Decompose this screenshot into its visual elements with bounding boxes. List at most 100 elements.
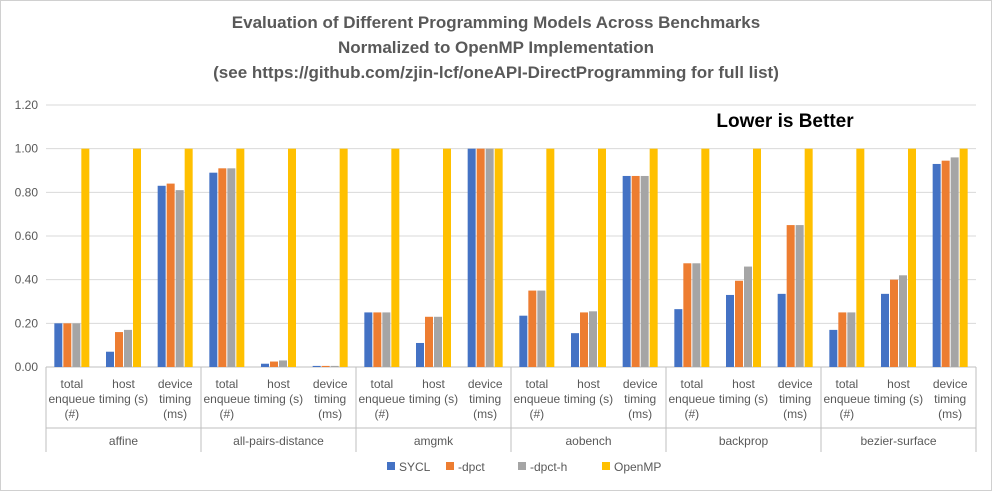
chart-title-line-2: Normalized to OpenMP Implementation — [338, 38, 654, 57]
bar-openmp — [959, 148, 968, 367]
bar-dpcth — [950, 157, 959, 367]
y-tick-label: 0.20 — [15, 316, 39, 330]
bar-openmp — [753, 148, 761, 367]
bar-dpcth — [537, 290, 546, 367]
x-category-label: (ms) — [783, 407, 807, 421]
x-category-label: total — [215, 377, 238, 391]
x-category-label: total — [835, 377, 858, 391]
bar-dpct — [890, 279, 898, 367]
bar-sycl — [726, 294, 734, 367]
x-category-label: (#) — [839, 407, 854, 421]
bar-dpcth — [72, 323, 81, 367]
bar-dpcth — [589, 311, 597, 367]
x-category-label: host — [887, 377, 910, 391]
bars — [54, 148, 968, 367]
bar-sycl — [364, 312, 373, 367]
bar-dpcth — [692, 263, 701, 367]
bar-sycl — [571, 333, 579, 367]
x-category-label: host — [422, 377, 445, 391]
x-category-label: (ms) — [628, 407, 652, 421]
x-category-label: host — [732, 377, 755, 391]
x-category-label: device — [468, 377, 503, 391]
bar-openmp — [804, 148, 813, 367]
bar-openmp — [598, 148, 606, 367]
bar-dpct — [270, 361, 278, 367]
bar-sycl — [209, 172, 218, 367]
gridlines — [46, 104, 976, 368]
x-category-label: (#) — [374, 407, 389, 421]
x-category-label: enqueue — [668, 392, 715, 406]
bar-dpcth — [330, 365, 339, 367]
legend-label: SYCL — [399, 460, 431, 474]
x-category-label: timing — [159, 392, 191, 406]
bar-openmp — [391, 148, 400, 367]
bar-dpcth — [847, 312, 856, 367]
bar-dpcth — [899, 275, 907, 367]
bar-openmp — [184, 148, 193, 367]
x-category-label: host — [577, 377, 600, 391]
x-group-label: bezier-surface — [860, 434, 936, 448]
x-category-label: (ms) — [163, 407, 187, 421]
y-tick-label: 1.00 — [15, 142, 39, 156]
legend-swatch — [387, 462, 395, 470]
bar-openmp — [494, 148, 503, 367]
x-group-label: backprop — [719, 434, 769, 448]
x-category-label: timing — [779, 392, 811, 406]
x-category-label: timing (s) — [99, 392, 148, 406]
bar-sycl — [674, 309, 683, 367]
x-category-label: timing (s) — [564, 392, 613, 406]
x-group-label: affine — [109, 434, 138, 448]
bar-openmp — [856, 148, 865, 367]
bar-dpct — [735, 280, 743, 367]
bar-dpct — [580, 312, 588, 367]
x-category-label: timing — [624, 392, 656, 406]
bar-sycl — [777, 293, 786, 367]
bar-sycl — [932, 163, 941, 367]
bar-dpcth — [434, 316, 442, 367]
bar-openmp — [236, 148, 245, 367]
x-category-label: timing — [469, 392, 501, 406]
x-category-label: (#) — [529, 407, 544, 421]
bar-openmp — [288, 148, 296, 367]
x-category-label: total — [60, 377, 83, 391]
x-group-label: aobench — [565, 434, 611, 448]
x-category-label: (ms) — [473, 407, 497, 421]
legend-label: -dpct — [458, 460, 485, 474]
x-category-label: (#) — [684, 407, 699, 421]
bar-openmp — [443, 148, 451, 367]
x-category-label: timing — [934, 392, 966, 406]
bar-dpct — [63, 323, 72, 367]
x-category-label: enqueue — [513, 392, 560, 406]
bar-dpct — [373, 312, 382, 367]
bar-sycl — [106, 351, 114, 367]
bar-dpcth — [124, 329, 132, 367]
legend-swatch — [518, 462, 526, 470]
bar-dpcth — [227, 168, 236, 367]
y-tick-label: 0.60 — [15, 229, 39, 243]
legend-swatch — [602, 462, 610, 470]
bar-dpct — [683, 263, 692, 367]
x-category-label: host — [112, 377, 135, 391]
bar-dpct — [786, 225, 795, 367]
x-category-label: enqueue — [358, 392, 405, 406]
bar-dpct — [425, 316, 433, 367]
bar-dpct — [941, 160, 950, 367]
bar-dpcth — [744, 266, 752, 367]
bar-dpct — [838, 312, 847, 367]
bar-dpcth — [175, 190, 184, 367]
x-category-label: timing — [314, 392, 346, 406]
legend-swatch — [446, 462, 454, 470]
bar-dpct — [476, 148, 485, 367]
y-tick-label: 1.20 — [15, 98, 39, 112]
bar-sycl — [829, 329, 838, 367]
x-category-label: enqueue — [203, 392, 250, 406]
x-category-label: (#) — [64, 407, 79, 421]
bar-openmp — [649, 148, 658, 367]
bar-dpct — [528, 290, 537, 367]
x-category-label: host — [267, 377, 290, 391]
bar-sycl — [157, 185, 166, 367]
bar-openmp — [133, 148, 141, 367]
bar-sycl — [261, 363, 269, 367]
